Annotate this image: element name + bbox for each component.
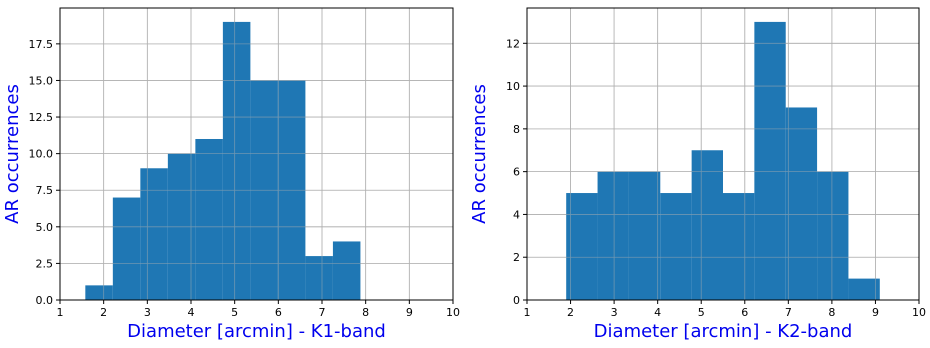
histogram-bar xyxy=(566,193,598,300)
y-tick-label: 4 xyxy=(513,208,520,221)
y-tick-label: 10 xyxy=(506,80,520,93)
x-tick-label: 1 xyxy=(57,306,64,319)
y-tick-label: 2.5 xyxy=(36,257,54,270)
x-tick-label: 5 xyxy=(698,306,705,319)
y-tick-label: 8 xyxy=(513,123,520,136)
histogram-k1-band: 1 2 3 4 5 6 7 8 9 10 0.0 2.5 5.0 7.5 10.0 12.5 15.0 17.5 D… xyxy=(2,7,460,342)
x-tick-label: 1 xyxy=(524,306,531,319)
y-axis-label: AR occurrences xyxy=(469,84,490,224)
x-tick-label: 4 xyxy=(654,306,661,319)
y-tick-label: 17.5 xyxy=(29,38,54,51)
y-tick-label: 10.0 xyxy=(29,148,54,161)
histogram-bar xyxy=(628,171,661,300)
histogram-bar xyxy=(723,193,755,300)
x-tick-label: 8 xyxy=(828,306,835,319)
x-axis-label: Diameter [arcmin] - K1-band xyxy=(127,321,386,342)
x-tick-label: 2 xyxy=(567,306,574,319)
histogram-bars xyxy=(566,21,880,301)
x-tick-label: 10 xyxy=(446,306,460,319)
x-tick-label: 5 xyxy=(231,306,238,319)
x-tick-label: 7 xyxy=(785,306,792,319)
x-tick-label: 6 xyxy=(275,306,282,319)
y-tick-label: 0 xyxy=(513,294,520,307)
histogram-bar xyxy=(222,21,251,301)
x-axis-ticks: 1 2 3 4 5 6 7 8 9 10 xyxy=(524,300,926,319)
histogram-bars xyxy=(85,21,361,301)
y-tick-label: 2 xyxy=(513,251,520,264)
y-tick-label: 6 xyxy=(513,166,520,179)
y-axis-ticks: 0 2 4 6 8 10 12 xyxy=(506,37,527,307)
x-tick-label: 3 xyxy=(144,306,151,319)
histogram-bar xyxy=(817,171,849,300)
x-tick-label: 10 xyxy=(912,306,926,319)
histogram-bar xyxy=(85,285,113,300)
x-tick-label: 7 xyxy=(319,306,326,319)
x-axis-ticks: 1 2 3 4 5 6 7 8 9 10 xyxy=(57,300,460,319)
x-tick-label: 3 xyxy=(611,306,618,319)
histogram-bar xyxy=(332,241,361,300)
histogram-bar xyxy=(754,21,786,301)
x-axis-label: Diameter [arcmin] - K2-band xyxy=(594,321,853,342)
axes-frame xyxy=(526,7,920,301)
y-tick-label: 7.5 xyxy=(36,184,54,197)
histogram-bar xyxy=(305,256,333,300)
x-tick-label: 8 xyxy=(362,306,369,319)
histogram-bar xyxy=(140,168,168,300)
histogram-bar xyxy=(195,138,223,300)
histogram-bar xyxy=(660,193,692,300)
x-tick-label: 9 xyxy=(872,306,879,319)
y-tick-label: 12 xyxy=(506,37,520,50)
histogram-bar xyxy=(112,197,141,300)
histogram-bar xyxy=(785,107,818,300)
x-tick-label: 6 xyxy=(741,306,748,319)
histogram-bar xyxy=(848,278,880,300)
x-tick-label: 9 xyxy=(406,306,413,319)
y-tick-label: 5.0 xyxy=(36,221,54,234)
x-tick-label: 4 xyxy=(188,306,195,319)
histogram-bar xyxy=(691,150,723,300)
histogram-bar xyxy=(597,171,629,300)
y-axis-label: AR occurrences xyxy=(2,84,23,224)
y-tick-label: 15.0 xyxy=(29,74,54,87)
y-axis-ticks: 0.0 2.5 5.0 7.5 10.0 12.5 15.0 17.5 xyxy=(29,38,60,307)
x-tick-label: 2 xyxy=(100,306,107,319)
y-tick-label: 12.5 xyxy=(29,111,54,124)
y-tick-label: 0.0 xyxy=(36,294,54,307)
